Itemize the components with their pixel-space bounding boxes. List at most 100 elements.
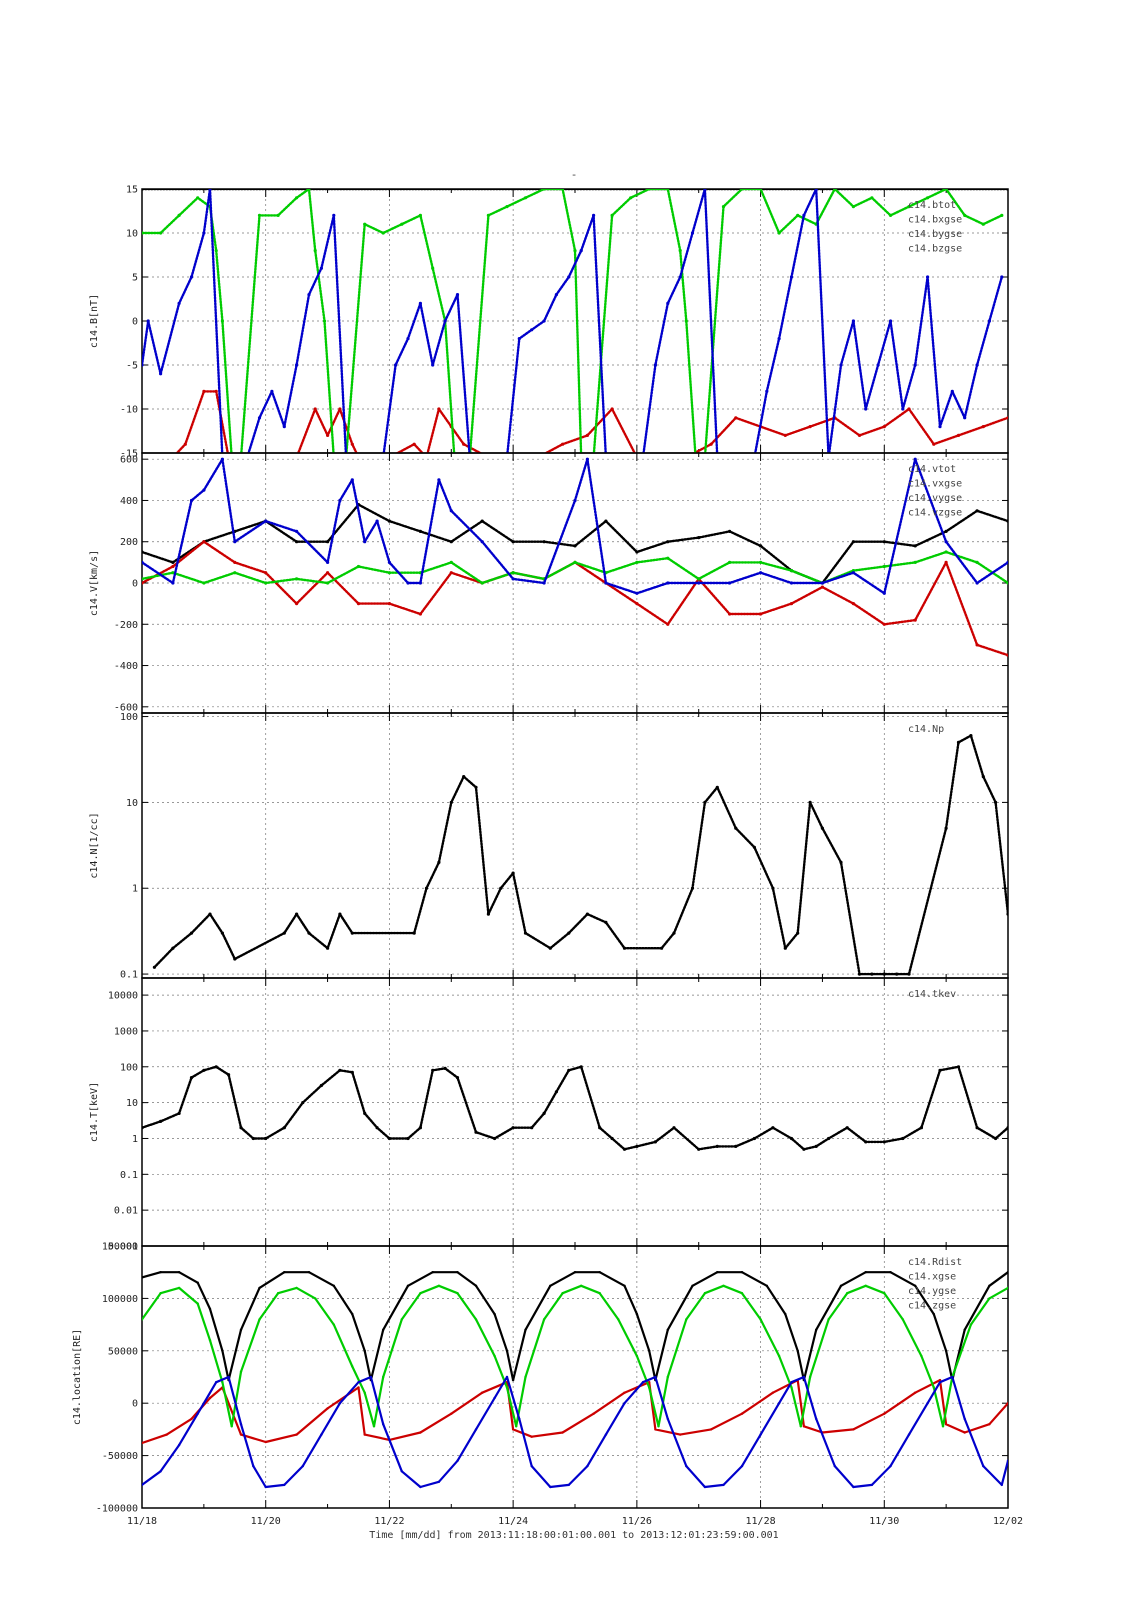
- data-point: [975, 363, 979, 367]
- data-point: [233, 560, 237, 565]
- data-point: [455, 1076, 460, 1080]
- data-point: [202, 581, 206, 585]
- data-point: [511, 1378, 515, 1382]
- data-point: [604, 920, 608, 925]
- data-point: [895, 972, 899, 976]
- data-point: [907, 205, 911, 209]
- data-point: [171, 571, 175, 575]
- data-point: [987, 319, 992, 323]
- data-point: [820, 581, 825, 585]
- data-point: [703, 800, 707, 805]
- data-point: [789, 1136, 794, 1141]
- data-point: [585, 433, 590, 437]
- data-point: [622, 946, 627, 950]
- data-point: [573, 544, 577, 548]
- data-point: [796, 1349, 799, 1353]
- data-point: [802, 1425, 806, 1428]
- data-point: [363, 540, 367, 544]
- data-point: [142, 577, 144, 581]
- data-point: [579, 1065, 583, 1069]
- y-tick-label: 10000: [108, 991, 138, 1002]
- data-point: [227, 1375, 230, 1379]
- legend-entry: c14.bzgse: [908, 244, 962, 255]
- data-point: [1006, 189, 1008, 191]
- data-point: [233, 571, 237, 575]
- y-tick-label: 100: [120, 1062, 138, 1073]
- data-point: [437, 478, 441, 482]
- data-point: [350, 1070, 354, 1074]
- data-point: [932, 1312, 935, 1316]
- data-point: [363, 222, 367, 226]
- data-point: [783, 433, 787, 437]
- data-point: [610, 407, 614, 411]
- data-point: [326, 946, 330, 950]
- data-point: [815, 1328, 818, 1332]
- data-point: [814, 1144, 818, 1148]
- y-tick-label: -100000: [96, 1504, 138, 1515]
- data-point: [1006, 581, 1008, 585]
- figure-top-mark: -: [571, 168, 578, 181]
- data-point: [827, 1318, 830, 1321]
- data-point: [833, 189, 837, 191]
- data-point: [375, 519, 379, 523]
- x-tick-label: 11/30: [869, 1516, 899, 1527]
- panel-4: 0.001 0.01 0.1 1 10 100 1000 10000 c14.T[keV] c14…: [89, 977, 1009, 1253]
- data-point: [734, 416, 738, 420]
- data-point: [424, 886, 429, 890]
- data-point: [301, 1101, 305, 1105]
- data-point: [159, 372, 163, 376]
- data-point: [554, 293, 559, 297]
- data-point: [709, 1428, 713, 1431]
- data-point: [418, 213, 422, 217]
- data-point: [264, 1485, 267, 1489]
- data-point: [635, 602, 639, 606]
- data-point: [932, 1386, 935, 1389]
- data-point: [938, 1378, 942, 1382]
- data-point: [783, 946, 787, 950]
- data-point: [283, 1483, 286, 1487]
- y-tick-label: -400: [114, 661, 138, 672]
- data-point: [437, 1480, 441, 1484]
- data-point: [239, 1370, 243, 1374]
- data-point: [418, 581, 422, 585]
- data-point: [418, 301, 422, 305]
- data-point: [152, 965, 156, 969]
- data-point: [542, 581, 546, 585]
- data-point: [666, 1417, 669, 1421]
- series-group: [142, 1065, 1008, 1151]
- data-point: [1006, 1286, 1008, 1290]
- data-point: [697, 1147, 701, 1151]
- x-tick-label: 11/28: [746, 1516, 776, 1527]
- y-tick-label: 200: [120, 537, 138, 548]
- series-group: [142, 457, 1008, 657]
- data-point: [350, 931, 354, 935]
- x-tick-label: 11/24: [498, 1516, 528, 1527]
- data-point: [276, 213, 280, 217]
- data-point: [617, 1318, 620, 1321]
- x-tick-label: 11/18: [127, 1516, 157, 1527]
- data-point: [666, 622, 670, 626]
- data-point: [685, 1464, 688, 1468]
- data-point: [907, 972, 911, 976]
- data-point: [802, 1375, 806, 1379]
- data-point: [387, 1136, 391, 1141]
- data-point: [493, 1354, 496, 1358]
- data-point: [301, 1464, 304, 1468]
- data-point: [142, 550, 144, 554]
- data-point: [740, 1412, 744, 1415]
- data-point: [882, 1140, 886, 1144]
- data-point: [549, 1485, 552, 1489]
- data-point: [740, 1271, 744, 1274]
- data-point: [264, 1136, 268, 1141]
- data-point: [857, 433, 862, 437]
- data-point: [790, 1381, 793, 1384]
- data-point: [852, 1428, 855, 1431]
- data-point: [851, 540, 856, 544]
- data-point: [573, 1271, 577, 1274]
- data-point: [239, 1433, 243, 1436]
- data-point: [351, 1365, 354, 1368]
- data-point: [171, 564, 175, 569]
- data-point: [1006, 1402, 1008, 1405]
- data-point: [363, 1349, 366, 1353]
- data-point: [851, 319, 856, 323]
